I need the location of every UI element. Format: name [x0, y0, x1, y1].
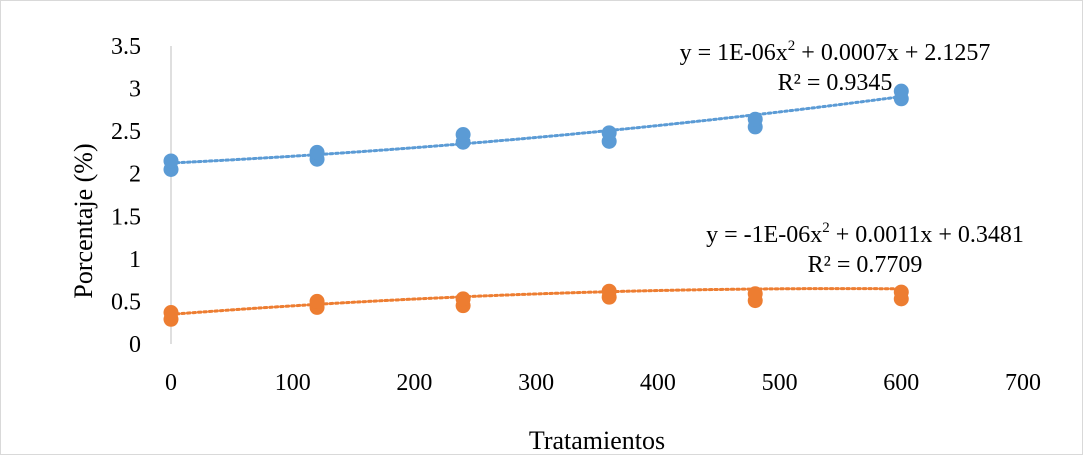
y-tick-label: 2: [129, 162, 141, 188]
y-tick-label: 3.5: [111, 34, 141, 60]
x-tick-label: 400: [640, 370, 676, 396]
y-tick-label: 0: [129, 332, 141, 358]
equation-suffix: + 0.0011x + 0.3481: [830, 222, 1024, 248]
x-tick-label: 700: [1005, 370, 1041, 396]
trendline-series-1: [169, 95, 903, 165]
x-tick-label: 100: [275, 370, 311, 396]
trendlines: [169, 95, 903, 316]
data-point-series-2: [455, 291, 471, 307]
data-point-series-1: [747, 111, 763, 127]
equation-prefix: y = 1E-06x: [680, 40, 788, 66]
y-tick-label: 1.5: [111, 204, 141, 230]
data-point-series-1: [893, 83, 909, 99]
data-point-series-2: [893, 284, 909, 300]
equation-exponent: 2: [788, 38, 796, 54]
equation-exponent: 2: [822, 220, 830, 236]
x-axis-ticks: 0 100 200 300 400 500 600 700: [165, 370, 1041, 396]
data-point-series-2: [309, 293, 325, 309]
data-point-series-2: [747, 286, 763, 302]
data-points: [163, 83, 909, 327]
x-tick-label: 500: [762, 370, 798, 396]
data-point-series-1: [455, 127, 471, 143]
x-tick-label: 200: [396, 370, 432, 396]
trendline-equation-orange: y = -1E-06x2 + 0.0011x + 0.3481: [706, 220, 1024, 248]
data-point-series-1: [601, 125, 617, 141]
equation-prefix: y = -1E-06x: [706, 222, 822, 248]
x-tick-label: 600: [883, 370, 919, 396]
data-point-series-1: [309, 144, 325, 160]
y-tick-label: 3: [129, 77, 141, 103]
data-point-series-2: [163, 304, 179, 320]
trendline-r2-orange: R² = 0.7709: [808, 252, 923, 278]
y-tick-label: 0.5: [111, 289, 141, 315]
y-axis: 0 0.5 1 1.5 2 2.5 3 3.5: [111, 34, 172, 358]
trendline-equation-blue: y = 1E-06x2 + 0.0007x + 2.1257: [680, 38, 991, 66]
equation-suffix: + 0.0007x + 2.1257: [795, 40, 990, 66]
data-point-series-2: [601, 283, 617, 299]
x-axis-title: Tratamientos: [529, 426, 665, 455]
y-tick-label: 1: [129, 247, 141, 273]
x-tick-label: 300: [518, 370, 554, 396]
data-point-series-1: [163, 153, 179, 169]
trendline-r2-blue: R² = 0.9345: [778, 70, 893, 96]
trendline-series-2: [169, 287, 903, 316]
y-tick-label: 2.5: [111, 119, 141, 145]
y-axis-title: Porcentaje (%): [69, 143, 98, 298]
x-tick-label: 0: [165, 370, 177, 396]
